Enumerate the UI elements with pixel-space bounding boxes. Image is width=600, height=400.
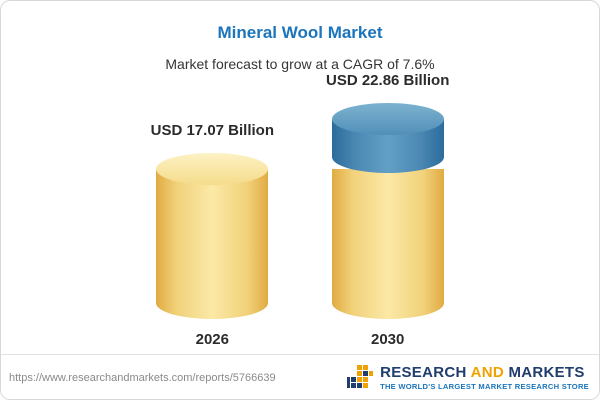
cylinder-2026-body [156,169,269,319]
cylinder-2030 [331,103,444,319]
brand-logo: RESEARCH AND MARKETS THE WORLD'S LARGEST… [347,364,589,391]
cylinder-2030-base-segment [331,169,444,319]
cylinder-2026 [156,153,269,319]
report-url-link[interactable]: https://www.researchandmarkets.com/repor… [9,371,276,384]
cylinder-2026-top-ellipse [156,153,269,185]
logo-text-block: RESEARCH AND MARKETS THE WORLD'S LARGEST… [380,365,589,391]
bar-column-2030: USD 22.86 Billion 2030 [326,72,449,348]
cylinder-chart: USD 17.07 Billion 2026 USD 22.86 Billion… [1,72,599,354]
chart-header: Mineral Wool Market Market forecast to g… [1,1,599,72]
logo-mosaic-icon [347,364,374,388]
logo-word-and: AND [470,363,504,381]
logo-word-markets: MARKETS [508,363,585,381]
chart-subtitle: Market forecast to grow at a CAGR of 7.6… [165,56,435,72]
cylinder-2030-top-ellipse [331,103,444,135]
bar-value-label-2030: USD 22.86 Billion [326,72,450,89]
chart-title: Mineral Wool Market [217,23,383,42]
bar-value-label-2026: USD 17.07 Billion [150,122,274,139]
category-label-2026: 2026 [195,331,229,348]
footer-bar: https://www.researchandmarkets.com/repor… [1,354,599,399]
logo-tagline: THE WORLD'S LARGEST MARKET RESEARCH STOR… [380,381,589,391]
logo-wordmark: RESEARCH AND MARKETS [380,365,589,380]
category-label-2030: 2030 [371,331,405,348]
logo-word-research: RESEARCH [380,363,467,381]
bar-column-2026: USD 17.07 Billion 2026 [151,122,274,348]
